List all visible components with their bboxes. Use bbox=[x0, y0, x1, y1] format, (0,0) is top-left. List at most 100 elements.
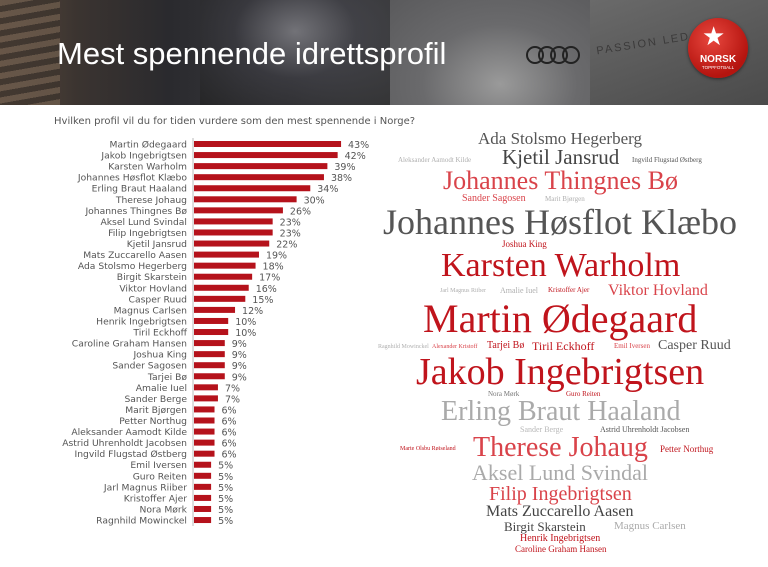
value-label: 9% bbox=[232, 339, 247, 350]
word-cloud-item: Tarjei Bø bbox=[487, 340, 525, 351]
banner-photo-skier bbox=[390, 0, 590, 105]
category-label: Emil Iversen bbox=[130, 460, 187, 471]
bar bbox=[194, 295, 246, 302]
category-label: Ada Stolsmo Hegerberg bbox=[78, 261, 187, 272]
category-label: Ingvild Flugstad Østberg bbox=[75, 449, 187, 460]
word-cloud-item: Therese Johaug bbox=[473, 432, 648, 463]
category-label: Viktor Hovland bbox=[119, 283, 187, 294]
chart-title: Hvilken profil vil du for tiden vurdere … bbox=[54, 116, 416, 127]
category-label: Kristoffer Ajer bbox=[124, 493, 188, 504]
word-cloud-item: Joshua King bbox=[502, 239, 547, 249]
word-cloud-item: Ada Stolsmo Hegerberg bbox=[478, 129, 642, 148]
word-cloud-item: Alexander Kristoff bbox=[432, 344, 478, 350]
value-label: 5% bbox=[218, 505, 233, 516]
category-label: Amalie Iuel bbox=[136, 383, 187, 394]
word-cloud-item: Henrik Ingebrigtsen bbox=[520, 533, 601, 544]
word-cloud-item: Jakob Ingebrigtsen bbox=[416, 351, 705, 393]
category-label: Jarl Magnus Riiber bbox=[103, 482, 187, 493]
word-cloud-item: Martin Ødegaard bbox=[423, 296, 698, 341]
word-cloud-item: Filip Ingebrigtsen bbox=[489, 483, 632, 505]
word-cloud-item: Aleksander Aamodt Kilde bbox=[398, 156, 472, 164]
category-label: Caroline Graham Hansen bbox=[72, 339, 187, 350]
logo-subtext: TOPPFOTBALL bbox=[701, 65, 735, 70]
bar bbox=[194, 306, 236, 313]
bar bbox=[194, 329, 229, 336]
bar bbox=[194, 362, 225, 369]
word-cloud-item: Marte Olsbu Røiseland bbox=[400, 446, 456, 452]
bar bbox=[194, 505, 212, 512]
bar bbox=[194, 417, 215, 424]
value-label: 5% bbox=[218, 516, 233, 527]
bar bbox=[194, 251, 259, 258]
norsk-toppfotball-logo: ★ NORSK TOPPFOTBALL bbox=[688, 18, 748, 78]
word-cloud-item: Petter Northug bbox=[660, 444, 714, 454]
value-label: 38% bbox=[331, 173, 352, 184]
audi-rings-icon bbox=[526, 46, 580, 64]
value-label: 19% bbox=[266, 251, 287, 262]
category-label: Ragnhild Mowinckel bbox=[96, 516, 187, 527]
category-label: Erling Braut Haaland bbox=[92, 184, 187, 195]
value-label: 6% bbox=[222, 450, 237, 461]
category-label: Guro Reiten bbox=[133, 471, 187, 482]
bar bbox=[194, 461, 212, 468]
category-label: Johannes Thingnes Bø bbox=[84, 206, 187, 217]
bar bbox=[194, 174, 324, 181]
word-cloud-item: Guro Reiten bbox=[566, 390, 601, 398]
value-label: 22% bbox=[276, 240, 297, 251]
bar bbox=[194, 351, 225, 358]
category-label: Filip Ingebrigtsen bbox=[108, 228, 187, 239]
value-label: 9% bbox=[232, 361, 247, 372]
bar bbox=[194, 472, 212, 479]
value-label: 9% bbox=[232, 350, 247, 361]
value-label: 43% bbox=[348, 140, 369, 151]
bar bbox=[194, 340, 225, 347]
value-label: 5% bbox=[218, 494, 233, 505]
bar bbox=[194, 494, 212, 501]
category-label: Tiril Eckhoff bbox=[132, 328, 187, 339]
word-cloud-item: Astrid Uhrenholdt Jacobsen bbox=[600, 425, 690, 434]
value-label: 34% bbox=[317, 184, 338, 195]
value-label: 39% bbox=[334, 162, 355, 173]
value-label: 17% bbox=[259, 273, 280, 284]
bar bbox=[194, 207, 283, 214]
bar bbox=[194, 141, 342, 147]
word-cloud-item: Birgit Skarstein bbox=[504, 519, 586, 534]
value-label: 30% bbox=[304, 195, 325, 206]
bar bbox=[194, 185, 311, 192]
category-label: Johannes Høsflot Klæbo bbox=[77, 173, 187, 184]
value-label: 10% bbox=[235, 328, 256, 339]
category-label: Birgit Skarstein bbox=[117, 272, 187, 283]
bar bbox=[194, 384, 218, 391]
category-label: Kjetil Jansrud bbox=[127, 239, 187, 250]
category-label: Henrik Ingebrigtsen bbox=[96, 316, 187, 327]
value-label: 6% bbox=[222, 428, 237, 439]
value-label: 6% bbox=[222, 405, 237, 416]
page-title: Mest spennende idrettsprofil bbox=[57, 36, 447, 71]
value-label: 42% bbox=[345, 151, 366, 162]
word-cloud-item: Sander Sagosen bbox=[462, 193, 526, 204]
category-label: Magnus Carlsen bbox=[114, 305, 188, 316]
value-label: 6% bbox=[222, 439, 237, 450]
category-label: Joshua King bbox=[132, 350, 187, 361]
category-label: Therese Johaug bbox=[115, 195, 187, 206]
category-label: Nora Mørk bbox=[140, 504, 188, 515]
value-label: 7% bbox=[225, 383, 240, 394]
bar bbox=[194, 240, 270, 247]
value-label: 7% bbox=[225, 394, 240, 405]
category-label: Aleksander Aamodt Kilde bbox=[71, 427, 187, 438]
value-label: 18% bbox=[263, 262, 284, 273]
category-label: Karsten Warholm bbox=[108, 162, 187, 173]
bar bbox=[194, 373, 225, 380]
word-cloud-item: Casper Ruud bbox=[658, 338, 731, 353]
logo-text: NORSK bbox=[699, 54, 737, 65]
word-cloud-item: Sander Berge bbox=[520, 425, 564, 434]
category-label: Tarjei Bø bbox=[147, 372, 187, 383]
bar bbox=[194, 317, 229, 324]
word-cloud-item: Ragnhild Mowinckel bbox=[378, 344, 429, 350]
word-cloud-item: Magnus Carlsen bbox=[614, 520, 686, 532]
word-cloud-item: Emil Iversen bbox=[614, 342, 650, 350]
word-cloud-item: Mats Zuccarello Aasen bbox=[486, 503, 634, 520]
bar bbox=[194, 517, 212, 524]
value-label: 5% bbox=[218, 483, 233, 494]
category-label: Jakob Ingebrigtsen bbox=[100, 151, 187, 162]
